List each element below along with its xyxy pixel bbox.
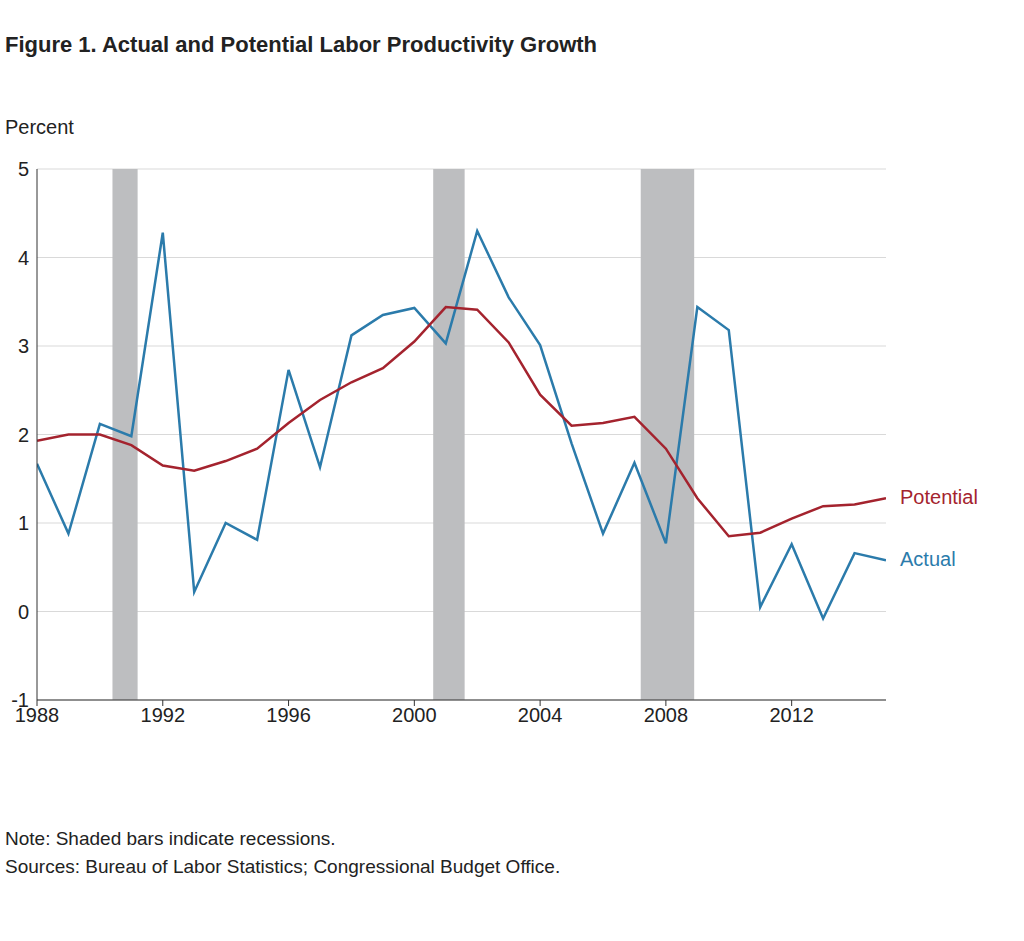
svg-text:1992: 1992 xyxy=(141,704,186,726)
html-text:Note: Shaded bars indicate rec: Note: Shaded bars indicate recessions. xyxy=(5,828,336,849)
svg-text:2008: 2008 xyxy=(644,704,689,726)
svg-text:1988: 1988 xyxy=(14,704,60,727)
svg-text:1: 1 xyxy=(18,512,29,534)
svg-text:3: 3 xyxy=(18,335,29,357)
svg-text:1996: 1996 xyxy=(266,704,311,726)
svg-text:4: 4 xyxy=(18,247,29,269)
svg-text:2000: 2000 xyxy=(392,704,437,726)
html-text:Percent: Percent xyxy=(5,116,74,138)
html-text:Figure 1. Actual and Potential: Figure 1. Actual and Potential Labor Pro… xyxy=(5,32,597,57)
svg-text:2: 2 xyxy=(18,424,29,446)
svg-text:2012: 2012 xyxy=(769,704,814,726)
svg-text:-1: -1 xyxy=(11,689,29,711)
svg-text:Actual: Actual xyxy=(900,548,956,570)
svg-text:5: 5 xyxy=(18,158,29,180)
svg-text:2004: 2004 xyxy=(518,704,563,726)
html-text:Sources: Bureau of Labor Stati: Sources: Bureau of Labor Statistics; Con… xyxy=(5,856,561,877)
svg-text:Potential: Potential xyxy=(900,486,978,508)
svg-text:0: 0 xyxy=(18,601,29,623)
